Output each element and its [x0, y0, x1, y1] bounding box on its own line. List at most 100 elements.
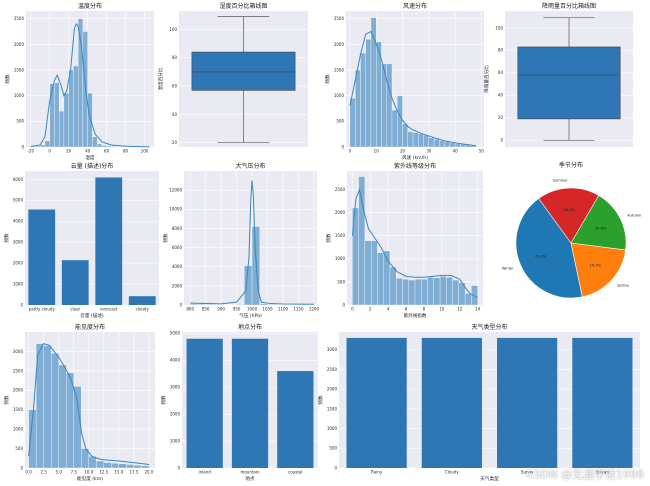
- histogram-bar: [396, 278, 403, 306]
- y-tick-label: 1000: [334, 93, 345, 98]
- y-tick-label: 2000: [335, 210, 346, 215]
- y-tick-label: 12000: [169, 188, 182, 193]
- pie-slice-summer: [538, 187, 600, 244]
- y-tick-label: 2000: [13, 261, 24, 266]
- histogram-bar: [92, 136, 98, 148]
- histogram-bar: [49, 83, 55, 148]
- y-axis-label: 频数: [324, 74, 331, 84]
- x-tick-label: 850: [202, 307, 210, 312]
- histogram-bar: [454, 143, 461, 148]
- y-tick-label: 2000: [172, 283, 183, 288]
- histogram-bar: [408, 279, 416, 306]
- x-tick-label: 4: [387, 307, 390, 312]
- x-tick-label: 800: [186, 307, 194, 312]
- x-tick-label: Sunny: [521, 470, 534, 475]
- kde-line: [349, 30, 477, 147]
- x-tick-label: 1000: [247, 307, 258, 312]
- pie-label: Spring: [617, 284, 629, 288]
- y-tick-label: 500: [336, 119, 344, 124]
- x-tick-label: coastal: [288, 470, 302, 475]
- chart-title: 季节分布: [559, 161, 583, 169]
- y-axis-label: 频数: [325, 233, 332, 243]
- x-tick-label: 1150: [293, 307, 304, 312]
- chart-title: 湿度百分比箱线图: [219, 2, 267, 10]
- x-tick-label: 40: [453, 149, 459, 154]
- y-tick-label: 5000: [170, 331, 181, 336]
- x-tick-label: 10: [439, 307, 445, 312]
- x-axis-label: 气压 (hPa): [239, 312, 262, 319]
- histogram-bar: [433, 139, 440, 148]
- pie-pct-label: 43.3%: [535, 255, 547, 259]
- x-tick-label: 20: [66, 149, 72, 154]
- histogram-bar: [141, 465, 150, 469]
- bar-mountain: [231, 338, 269, 468]
- histogram-bar: [133, 465, 142, 469]
- pie-slice-spring: [570, 242, 626, 298]
- x-tick-label: mountain: [240, 470, 260, 475]
- x-tick-label: 8: [423, 307, 426, 312]
- histogram-bar: [414, 278, 422, 306]
- y-tick-label: 0: [177, 465, 180, 470]
- y-tick-label: 1000: [14, 93, 25, 98]
- y-axis-label: 频数: [162, 233, 169, 243]
- bar-Snowy: [572, 337, 633, 468]
- histogram-bar: [87, 92, 93, 148]
- y-tick-label: 100: [495, 25, 503, 30]
- x-tick-label: 2.5: [40, 470, 47, 475]
- histogram-bar: [389, 266, 397, 306]
- y-tick-label: 20: [498, 115, 504, 120]
- histogram-bar: [51, 353, 59, 469]
- pie-label: Summer: [553, 179, 569, 183]
- histogram-bar: [421, 278, 428, 306]
- y-tick-label: 1500: [334, 67, 345, 72]
- y-tick-label: 2500: [327, 367, 338, 372]
- histogram-bar: [402, 123, 408, 148]
- y-tick-label: 500: [15, 446, 23, 451]
- x-tick-label: 1200: [309, 307, 320, 312]
- histogram-bar: [66, 372, 74, 469]
- x-tick-label: 5.0: [56, 470, 63, 475]
- histogram-bar: [360, 52, 366, 148]
- bar-Rainy: [346, 337, 407, 468]
- x-axis-label: 紫外线指数: [404, 312, 427, 319]
- x-axis-label: 能见度 (km): [77, 475, 103, 482]
- histogram-bar: [259, 303, 268, 306]
- x-tick-label: 10.0: [84, 470, 93, 475]
- y-tick-label: 6000: [172, 245, 183, 250]
- y-tick-label: 2500: [334, 16, 345, 21]
- y-axis-label: 频数: [3, 395, 10, 405]
- histogram-bar: [54, 82, 60, 148]
- bar-coastal: [277, 371, 314, 468]
- histogram-bar: [418, 133, 424, 148]
- histogram-bar: [423, 135, 429, 148]
- y-axis-label: 湿度百分比: [157, 67, 164, 90]
- y-axis-label: 频数: [317, 395, 324, 405]
- histogram-bar: [449, 142, 456, 148]
- histogram-bar: [349, 98, 356, 148]
- x-tick-label: 0: [351, 307, 354, 312]
- histogram-bar: [446, 277, 453, 306]
- x-tick-label: 12: [457, 307, 463, 312]
- y-tick-label: 5000: [13, 198, 24, 203]
- x-tick-label: inland: [199, 470, 212, 475]
- histogram-bar: [68, 69, 74, 148]
- x-tick-label: 12.5: [99, 470, 108, 475]
- x-tick-label: 10: [374, 149, 380, 154]
- y-tick-label: 500: [337, 279, 345, 284]
- y-tick-label: 500: [329, 446, 337, 451]
- y-tick-label: 500: [16, 119, 24, 124]
- y-tick-label: 2500: [335, 187, 346, 192]
- histogram-bar: [439, 276, 447, 306]
- histogram-bar: [377, 252, 384, 306]
- histogram-bar: [118, 463, 127, 469]
- pie-slice-autumn: [570, 195, 627, 251]
- kde-line: [351, 187, 478, 299]
